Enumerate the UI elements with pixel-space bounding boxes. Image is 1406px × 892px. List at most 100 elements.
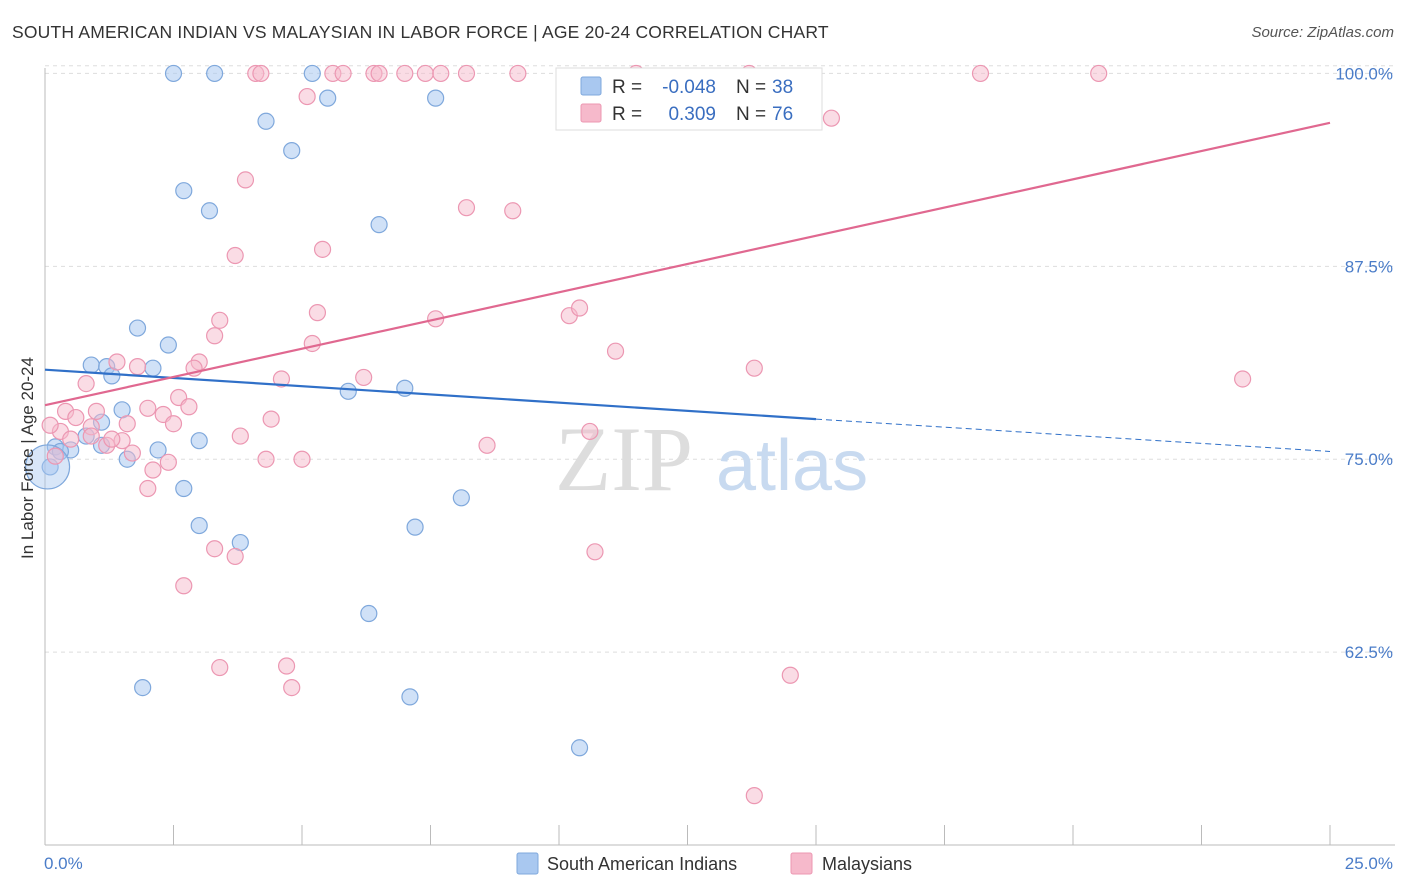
pink-point: [457, 199, 476, 217]
pink-point: [971, 64, 990, 83]
legend-blue-r-value: -0.048: [662, 77, 716, 98]
pink-point: [128, 358, 147, 376]
chart-title: SOUTH AMERICAN INDIAN VS MALAYSIAN IN LA…: [12, 22, 829, 42]
pink-point: [396, 64, 414, 83]
source-label: Source: ZipAtlas.com: [1251, 24, 1394, 41]
pink-point: [581, 422, 599, 441]
pink-point: [293, 450, 311, 468]
blue-point: [401, 688, 419, 706]
pink-point: [144, 461, 162, 479]
pink-point: [822, 109, 841, 127]
blue-point: [370, 216, 388, 234]
pink-point: [1234, 370, 1252, 388]
pink-point: [41, 416, 59, 434]
pink-point: [432, 64, 450, 83]
blue-point: [360, 604, 378, 623]
pink-point: [334, 64, 352, 83]
pink-point: [252, 64, 270, 83]
pink-point: [570, 299, 589, 317]
pink-point: [313, 240, 332, 258]
pink-point: [355, 368, 373, 387]
pink-point: [298, 87, 316, 106]
pink-point: [62, 430, 80, 448]
legend-blue-n-value: 38: [772, 77, 793, 98]
blue-point: [175, 479, 193, 498]
blue-point: [570, 739, 589, 757]
blue-point: [128, 319, 147, 337]
blue-point: [190, 516, 208, 535]
blue-point: [257, 112, 275, 130]
blue-point: [190, 432, 208, 450]
pink-point: [416, 64, 434, 83]
trend-line-malaysians: [44, 121, 1331, 407]
legend-pink-swatch: [580, 103, 602, 123]
pink-point: [1090, 64, 1108, 83]
blue-point: [406, 518, 424, 536]
pink-point: [175, 577, 193, 595]
legend-bottom-pink-label: Malaysians: [822, 854, 912, 874]
pink-point: [226, 246, 244, 265]
trend-line-south-american-indians-extrapolated: [815, 418, 1331, 452]
y-tick-label: 62.5%: [1345, 643, 1393, 662]
blue-point: [82, 356, 100, 374]
pink-point: [586, 543, 604, 561]
blue-point: [339, 382, 357, 400]
axes: [44, 68, 1395, 846]
pink-point: [206, 327, 224, 345]
pink-point: [606, 342, 625, 360]
pink-point: [139, 399, 157, 417]
blue-point: [319, 89, 337, 107]
pink-point: [236, 171, 255, 189]
tick-labels: 62.5% 75.0% 87.5% 100.0% 0.0% 25.0%: [44, 64, 1393, 873]
legend-stats: R = -0.048 N = 38 R = 0.309 N = 76: [555, 67, 823, 131]
pink-point: [46, 447, 64, 465]
pink-point: [159, 453, 177, 471]
pink-point: [139, 479, 157, 498]
legend-bottom-blue-swatch: [516, 852, 539, 875]
trend-lines: [44, 121, 1331, 452]
pink-point: [277, 657, 296, 675]
legend-series: South American Indians Malaysians: [516, 852, 912, 875]
legend-blue-r-label: R =: [612, 77, 642, 98]
watermark: ZIP atlas: [555, 408, 868, 510]
pink-point: [211, 658, 229, 677]
pink-point: [308, 304, 327, 322]
y-tick-label: 75.0%: [1345, 450, 1393, 469]
pink-point: [82, 427, 100, 445]
pink-point: [211, 311, 229, 329]
pink-point: [478, 436, 496, 454]
pink-point: [745, 359, 763, 377]
pink-point: [504, 202, 522, 220]
pink-point: [226, 547, 244, 566]
blue-point: [303, 64, 321, 83]
blue-point: [144, 359, 162, 377]
y-tick-label: 100.0%: [1335, 64, 1393, 83]
pink-point: [303, 334, 321, 353]
legend-blue-swatch: [580, 76, 602, 96]
pink-point: [180, 398, 198, 416]
pink-point: [781, 666, 799, 684]
pink-point: [457, 64, 476, 83]
blue-point: [206, 64, 224, 83]
pink-point: [745, 787, 763, 805]
pink-point: [103, 430, 121, 448]
legend-pink-r-value: 0.309: [668, 104, 716, 125]
blue-point: [134, 678, 152, 697]
legend-bottom-pink-swatch: [790, 852, 813, 875]
pink-point: [231, 427, 249, 445]
pink-point: [509, 64, 527, 83]
pink-point: [164, 415, 183, 433]
pink-point: [370, 64, 388, 83]
blue-point: [175, 182, 193, 200]
pink-point: [87, 402, 106, 420]
legend-bottom-blue-label: South American Indians: [547, 854, 737, 874]
pink-point: [108, 353, 126, 371]
legend-pink-n-label: N =: [736, 104, 766, 125]
legend-pink-r-label: R =: [612, 104, 642, 125]
pink-point: [67, 408, 85, 427]
pink-point: [257, 450, 275, 468]
blue-point: [452, 489, 470, 507]
blue-point: [164, 64, 183, 83]
pink-point: [77, 375, 95, 393]
x-tick-label-max: 25.0%: [1345, 854, 1393, 873]
